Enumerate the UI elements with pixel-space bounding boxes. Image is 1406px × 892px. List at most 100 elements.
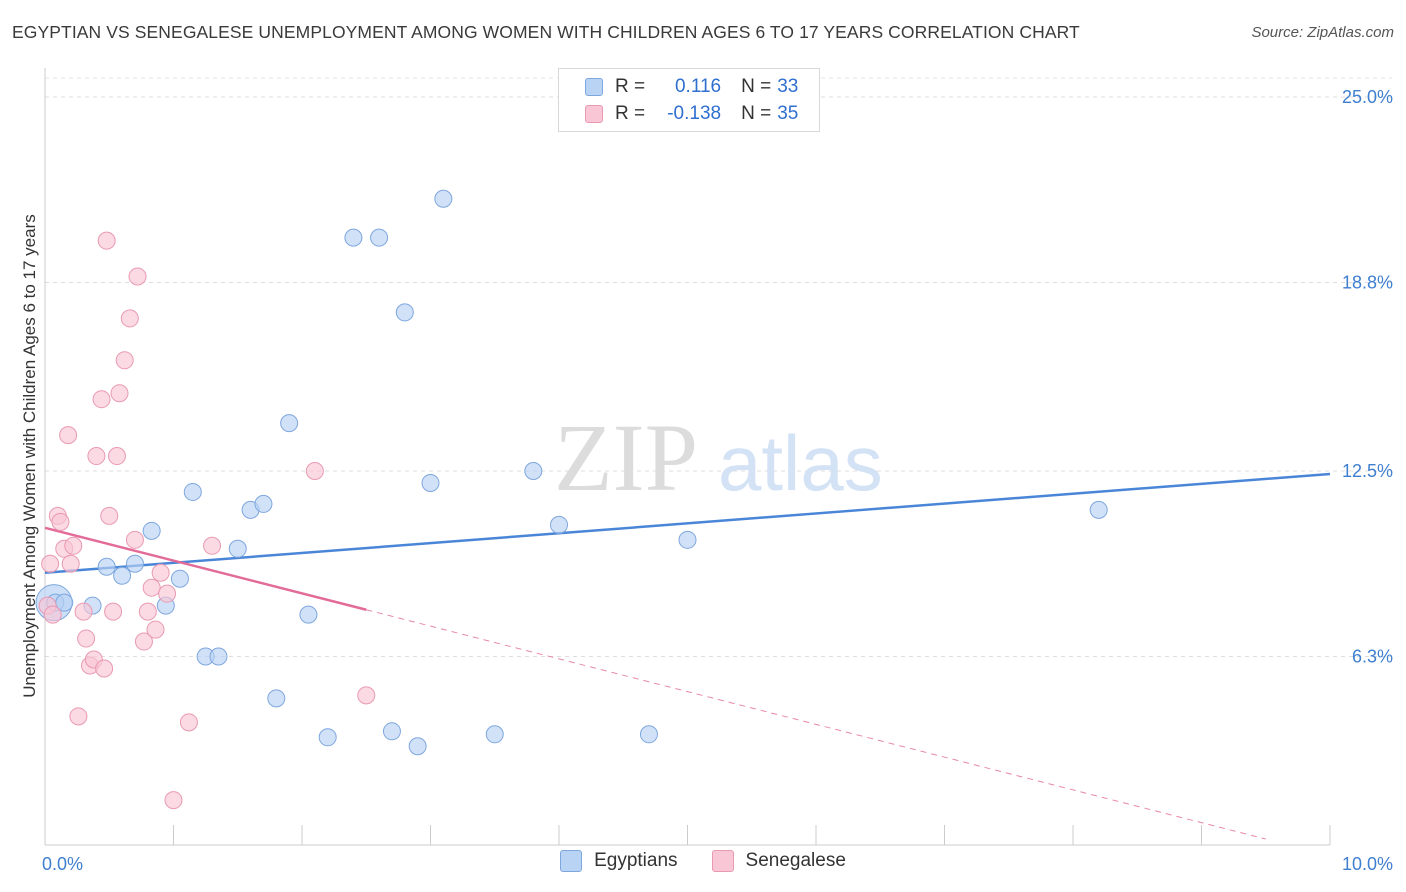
chart-title: EGYPTIAN VS SENEGALESE UNEMPLOYMENT AMON… — [12, 22, 1080, 42]
n-label: N = — [741, 103, 772, 124]
data-point-senegalese-11 — [77, 629, 96, 648]
series-legend: Egyptians Senegalese — [0, 850, 1406, 872]
data-point-egyptians-19 — [344, 228, 363, 247]
grid-lines — [45, 77, 1392, 658]
data-point-senegalese-10 — [74, 602, 93, 621]
data-point-egyptians-31 — [1089, 500, 1108, 519]
data-point-senegalese-1 — [41, 554, 60, 573]
data-point-senegalese-29 — [146, 620, 165, 639]
data-point-egyptians-3 — [97, 557, 116, 576]
data-point-egyptians-9 — [183, 482, 202, 501]
data-point-senegalese-18 — [100, 506, 119, 525]
trend-line-senegalese — [44, 526, 367, 611]
n-value: 33 — [777, 76, 799, 97]
source-label: Source: ZipAtlas.com — [1251, 24, 1394, 41]
stats-legend: R = 0.116 N = 33 R = -0.138 N = 35 — [558, 68, 820, 132]
data-point-egyptians-5 — [125, 554, 144, 573]
legend-swatch-egyptians — [585, 78, 603, 96]
x-tick-labels: 0.0% 10.0% — [42, 854, 1393, 874]
legend-row-egyptians: R = 0.116 N = 33 — [585, 74, 798, 100]
data-point-senegalese-31 — [158, 584, 177, 603]
data-point-egyptians-27 — [524, 462, 543, 480]
data-point-senegalese-4 — [51, 512, 70, 531]
data-point-egyptians-4 — [113, 566, 132, 585]
r-label: R = — [615, 103, 646, 124]
data-point-egyptians-16 — [280, 414, 299, 433]
data-point-egyptians-20 — [370, 228, 389, 247]
data-point-senegalese-35 — [305, 462, 324, 480]
legend-row-senegalese: R = -0.138 N = 35 — [585, 101, 798, 127]
data-point-senegalese-20 — [107, 447, 126, 466]
data-point-senegalese-7 — [61, 554, 80, 573]
data-point-senegalese-24 — [125, 530, 144, 549]
n-value: 35 — [777, 103, 799, 124]
legend-label-senegalese: Senegalese — [745, 850, 846, 871]
data-point-egyptians-18 — [318, 728, 337, 747]
data-point-egyptians-28 — [550, 515, 568, 534]
data-point-egyptians-30 — [678, 530, 697, 549]
data-point-senegalese-33 — [179, 713, 198, 732]
data-point-egyptians-21 — [382, 722, 401, 741]
data-point-egyptians-22 — [395, 303, 414, 322]
data-point-senegalese-21 — [110, 384, 129, 403]
legend-swatch-senegalese — [711, 850, 734, 872]
axes — [44, 68, 1331, 846]
data-point-egyptians-29 — [639, 725, 658, 744]
data-point-senegalese-8 — [64, 536, 83, 555]
data-point-senegalese-25 — [128, 267, 147, 286]
n-label: N = — [741, 76, 772, 97]
y-tick-label-0: 6.3% — [1352, 647, 1393, 667]
data-point-egyptians-26 — [485, 725, 504, 744]
data-point-egyptians-11 — [209, 647, 228, 666]
r-value: -0.138 — [667, 103, 722, 124]
legend-item-egyptians: Egyptians — [560, 850, 678, 872]
data-point-senegalese-9 — [69, 707, 88, 726]
data-point-senegalese-36 — [357, 686, 376, 705]
r-label: R = — [615, 76, 646, 97]
data-point-senegalese-28 — [142, 578, 161, 597]
legend-item-senegalese: Senegalese — [711, 850, 846, 872]
y-tick-label-2: 18.8% — [1342, 273, 1393, 293]
data-point-senegalese-15 — [92, 390, 111, 409]
y-tick-label-3: 25.0% — [1342, 87, 1393, 107]
data-point-egyptians-12 — [228, 539, 247, 558]
data-point-senegalese-27 — [138, 602, 157, 621]
data-point-egyptians-14 — [254, 494, 273, 513]
y-tick-label-1: 12.5% — [1342, 461, 1393, 481]
data-point-egyptians-6 — [142, 521, 161, 540]
data-point-senegalese-2 — [43, 605, 62, 624]
data-point-egyptians-25 — [434, 189, 453, 208]
data-point-egyptians-8 — [170, 569, 189, 588]
data-point-egyptians-24 — [421, 473, 440, 492]
data-point-senegalese-32 — [164, 791, 183, 810]
data-point-egyptians-17 — [299, 605, 318, 624]
watermark-zip: ZIP — [554, 404, 698, 511]
trend-lines — [44, 472, 1331, 840]
watermark: ZIP atlas — [554, 404, 883, 511]
data-point-senegalese-6 — [59, 426, 78, 445]
data-point-egyptians-23 — [408, 737, 427, 756]
data-point-senegalese-23 — [120, 309, 139, 328]
data-point-senegalese-16 — [95, 659, 114, 678]
data-points — [35, 189, 1108, 810]
data-point-senegalese-17 — [97, 231, 116, 250]
y-axis-label: Unemployment Among Women with Children A… — [20, 214, 39, 698]
data-point-senegalese-19 — [104, 602, 123, 621]
data-point-senegalese-14 — [87, 447, 106, 466]
data-point-egyptians-15 — [267, 689, 286, 708]
legend-swatch-senegalese — [585, 105, 603, 123]
trend-line-egyptians — [44, 472, 1331, 574]
legend-swatch-egyptians — [560, 850, 583, 872]
x-tick-label-1: 10.0% — [1342, 854, 1393, 874]
data-point-senegalese-26 — [134, 632, 153, 651]
legend-label-egyptians: Egyptians — [594, 850, 678, 871]
x-tick-label-0: 0.0% — [42, 854, 83, 874]
data-point-senegalese-34 — [203, 536, 222, 555]
data-point-senegalese-22 — [115, 351, 134, 370]
y-tick-labels: 6.3% 12.5% 18.8% 25.0% — [1342, 87, 1393, 667]
data-point-senegalese-30 — [151, 563, 170, 582]
watermark-atlas: atlas — [718, 419, 883, 507]
trend-line-senegalese-extension — [366, 609, 1266, 840]
r-value: 0.116 — [674, 76, 722, 97]
